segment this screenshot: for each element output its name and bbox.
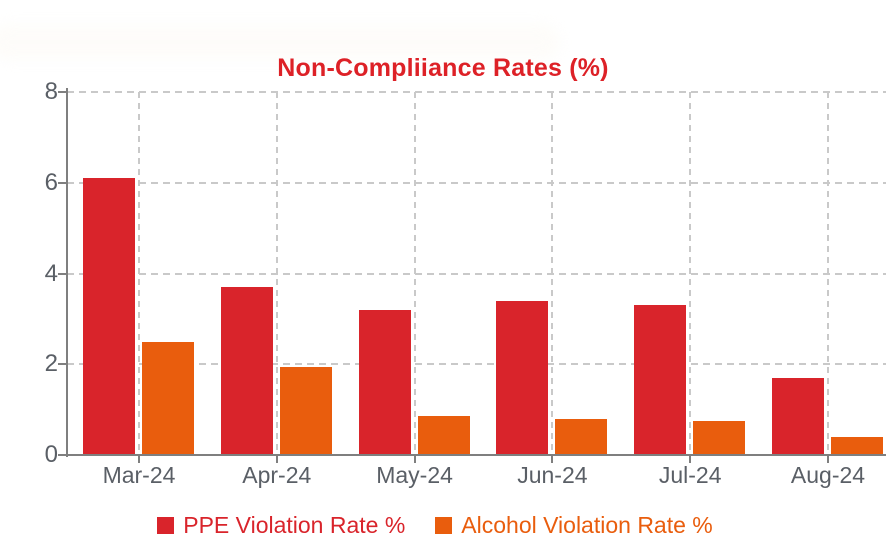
- legend-swatch-alcohol: [435, 516, 453, 534]
- x-axis-line: [60, 454, 886, 456]
- x-axis-label-May-24: May-24: [376, 462, 453, 488]
- x-tick-Jul-24: [689, 455, 692, 463]
- bar-alcohol-Aug-24[interactable]: [831, 436, 883, 455]
- bar-alcohol-May-24[interactable]: [417, 416, 470, 455]
- bar-alcohol-Mar-24[interactable]: [142, 341, 194, 455]
- y-axis-label-4: 4: [44, 259, 58, 287]
- legend-swatch-ppe: [157, 516, 175, 534]
- chart-title: Non-Compliiance Rates (%): [277, 54, 609, 82]
- y-axis-label-6: 6: [44, 168, 58, 196]
- y-tick-2: [58, 363, 66, 366]
- x-tick-Apr-24: [275, 455, 278, 463]
- y-tick-4: [58, 272, 66, 275]
- y-axis-label-0: 0: [44, 441, 58, 468]
- bar-ppe-May-24[interactable]: [358, 309, 411, 455]
- x-axis-label-Aug-24: Aug-24: [790, 462, 866, 488]
- gridline-vertical-May-24: [413, 92, 416, 455]
- bar-ppe-Jun-24[interactable]: [496, 300, 549, 455]
- bar-alcohol-Apr-24[interactable]: [279, 366, 332, 455]
- bar-alcohol-Jul-24[interactable]: [693, 420, 746, 455]
- legend-label-alcohol: Alcohol Violation Rate %: [461, 512, 713, 538]
- legend-item-ppe[interactable]: PPE Violation Rate %: [157, 511, 405, 539]
- x-tick-Jun-24: [551, 455, 554, 463]
- gridline-vertical-Apr-24: [275, 92, 278, 455]
- background-artifact: [0, 24, 560, 60]
- x-tick-Mar-24: [138, 455, 140, 463]
- bar-ppe-Aug-24[interactable]: [772, 377, 824, 455]
- x-axis-label-Jul-24: Jul-24: [658, 462, 722, 488]
- x-tick-May-24: [413, 455, 416, 463]
- gridline-horizontal-6: [67, 181, 886, 184]
- y-tick-0: [58, 454, 66, 456]
- gridline-vertical-Aug-24: [827, 92, 829, 455]
- y-tick-8: [58, 91, 66, 93]
- gridline-vertical-Jul-24: [689, 92, 692, 455]
- y-tick-6: [58, 181, 66, 184]
- legend-item-alcohol[interactable]: Alcohol Violation Rate %: [435, 511, 713, 539]
- y-axis-label-2: 2: [44, 350, 58, 378]
- gridline-vertical-Jun-24: [551, 92, 554, 455]
- gridline-vertical-Mar-24: [138, 92, 140, 455]
- gridline-horizontal-8: [67, 91, 886, 93]
- y-axis-label-8: 8: [44, 78, 58, 105]
- bar-ppe-Mar-24[interactable]: [83, 178, 135, 455]
- legend: PPE Violation Rate % Alcohol Violation Ra…: [0, 511, 870, 539]
- gridline-horizontal-2: [67, 363, 886, 366]
- legend-label-ppe: PPE Violation Rate %: [183, 512, 406, 538]
- bar-ppe-Apr-24[interactable]: [220, 287, 273, 455]
- x-axis-label-Jun-24: Jun-24: [517, 462, 588, 488]
- bar-alcohol-Jun-24[interactable]: [555, 418, 608, 455]
- gridline-horizontal-4: [67, 272, 886, 275]
- x-axis-label-Mar-24: Mar-24: [102, 462, 176, 488]
- y-axis-line: [66, 88, 68, 457]
- x-tick-Aug-24: [827, 455, 829, 463]
- bar-ppe-Jul-24[interactable]: [634, 305, 687, 455]
- x-axis-label-Apr-24: Apr-24: [242, 462, 312, 488]
